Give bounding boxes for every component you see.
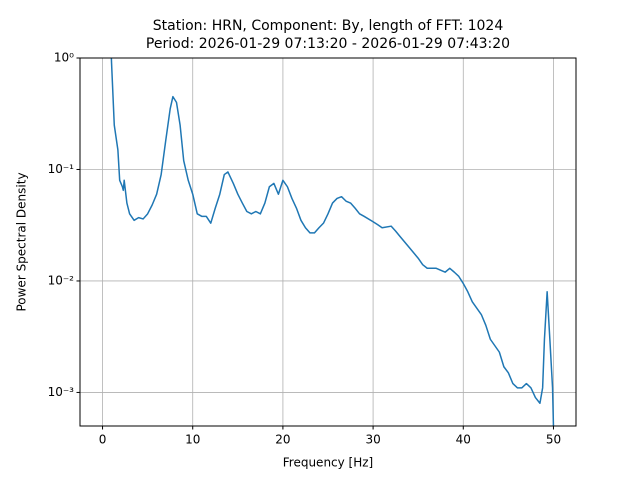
x-tick-label: 20 <box>275 433 290 447</box>
x-tick-label: 30 <box>365 433 380 447</box>
y-tick-label: 10⁰ <box>54 51 74 65</box>
data-line <box>110 58 555 426</box>
x-tick-label: 0 <box>99 433 107 447</box>
chart-subtitle: Period: 2026-01-29 07:13:20 - 2026-01-29… <box>146 36 510 52</box>
x-axis-label: Frequency [Hz] <box>283 456 374 470</box>
chart-title: Station: HRN, Component: By, length of F… <box>153 18 504 34</box>
y-tick-label: 10⁻² <box>48 273 75 287</box>
y-tick-label: 10⁻¹ <box>48 162 75 176</box>
y-tick-label: 10⁻³ <box>48 385 75 399</box>
x-tick-label: 50 <box>546 433 561 447</box>
x-tick-label: 40 <box>456 433 471 447</box>
x-tick-label: 10 <box>185 433 200 447</box>
plot-area <box>110 58 555 426</box>
ticks: 0 10 20 30 40 50 10⁰ 10⁻¹ 10⁻² 10⁻³ <box>48 51 562 447</box>
y-axis-label: Power Spectral Density <box>15 172 29 311</box>
axes-frame <box>79 57 577 427</box>
